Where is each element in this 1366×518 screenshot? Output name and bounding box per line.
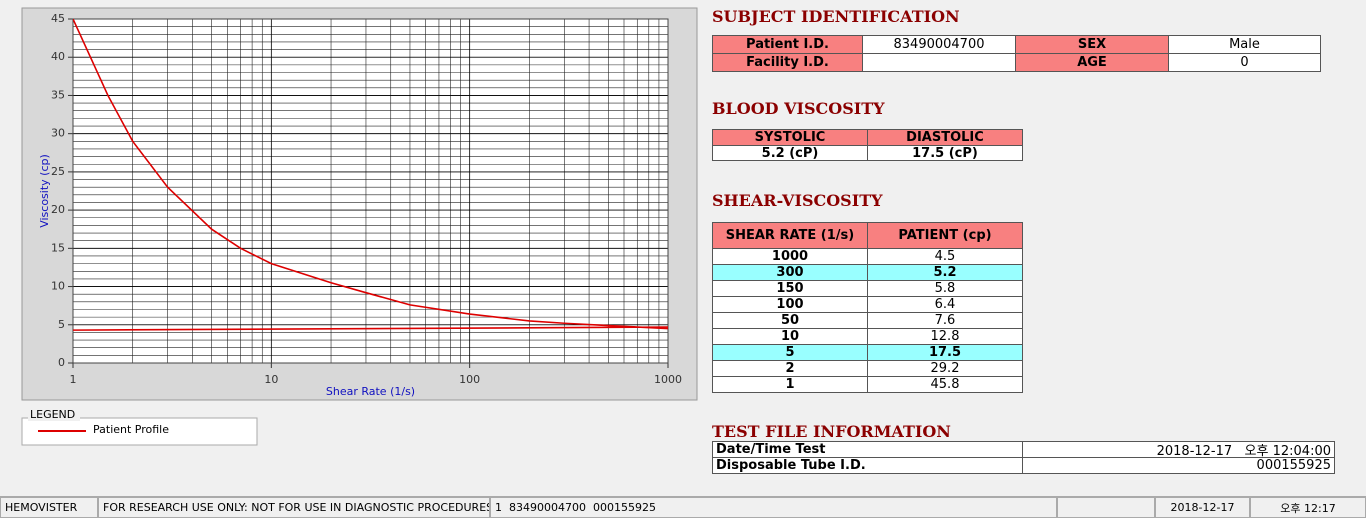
x-tick-label: 1 — [70, 373, 77, 386]
section-title: SHEAR-VISCOSITY — [712, 191, 883, 210]
section-title: BLOOD VISCOSITY — [712, 99, 885, 118]
grid — [72, 18, 669, 364]
status-cell: 2018-12-17 — [1155, 497, 1250, 518]
cell-value: 17.5 — [867, 344, 1023, 361]
cell-value: 12.8 — [867, 328, 1023, 345]
y-tick-label: 15 — [51, 241, 65, 254]
status-cell — [1057, 497, 1155, 518]
field-label: Disposable Tube I.D. — [712, 457, 1023, 474]
cell-value: 1000 — [712, 248, 868, 265]
cell-value: 2 — [712, 360, 868, 377]
field-label: Facility I.D. — [712, 53, 863, 72]
cell-value: 4.5 — [867, 248, 1023, 265]
cell-value: 29.2 — [867, 360, 1023, 377]
field-label: Date/Time Test — [712, 441, 1023, 458]
field-label: Patient I.D. — [712, 35, 863, 54]
cell-value: 5.8 — [867, 280, 1023, 297]
legend-label: Patient Profile — [93, 423, 169, 436]
field-value — [862, 53, 1016, 72]
x-axis-label: Shear Rate (1/s) — [326, 385, 415, 398]
x-tick-label: 10 — [264, 373, 278, 386]
column-header: SYSTOLIC — [712, 129, 868, 146]
legend-title-bg — [28, 409, 80, 421]
x-tick-label: 100 — [459, 373, 480, 386]
y-tick-label: 5 — [58, 318, 65, 331]
y-tick-label: 30 — [51, 127, 65, 140]
status-cell: 1 83490004700 000155925 — [490, 497, 1057, 518]
cell-value: 300 — [712, 264, 868, 281]
field-label: SEX — [1015, 35, 1169, 54]
status-cell: HEMOVISTER — [0, 497, 98, 518]
y-tick-label: 45 — [51, 12, 65, 25]
plot-border — [72, 18, 669, 364]
y-tick-label: 0 — [58, 356, 65, 369]
cell-value: 5.2 (cP) — [712, 145, 868, 161]
field-value: 000155925 — [1022, 457, 1335, 474]
cell-value: 100 — [712, 296, 868, 313]
y-tick-label: 10 — [51, 280, 65, 293]
y-tick-label: 25 — [51, 165, 65, 178]
cell-value: 150 — [712, 280, 868, 297]
section-title: TEST FILE INFORMATION — [712, 422, 951, 441]
status-bar-bg — [0, 496, 1366, 497]
plot-area — [73, 19, 668, 363]
status-cell: 오후 12:17 — [1250, 497, 1366, 518]
cell-value: 5.2 — [867, 264, 1023, 281]
cell-value: 10 — [712, 328, 868, 345]
cell-value: 45.8 — [867, 376, 1023, 393]
y-axis-label: Viscosity (cp) — [38, 154, 51, 228]
field-value: 83490004700 — [862, 35, 1016, 54]
series-line — [73, 326, 668, 331]
field-value: 0 — [1168, 53, 1321, 72]
column-header: SHEAR RATE (1/s) — [712, 222, 868, 249]
y-tick-label: 40 — [51, 50, 65, 63]
section-title: SUBJECT IDENTIFICATION — [712, 7, 960, 26]
column-header: PATIENT (cp) — [867, 222, 1023, 249]
x-tick-label: 1000 — [654, 373, 682, 386]
field-label: AGE — [1015, 53, 1169, 72]
cell-value: 7.6 — [867, 312, 1023, 329]
chart: LEGEND 0 5 10 15 20 25 30 35 40 45 1 10 100 1000 Shear… — [21, 7, 698, 446]
field-value: Male — [1168, 35, 1321, 54]
column-header: DIASTOLIC — [867, 129, 1023, 146]
series-line — [73, 19, 668, 330]
status-cell: FOR RESEARCH USE ONLY: NOT FOR USE IN DI… — [98, 497, 490, 518]
cell-value: 6.4 — [867, 296, 1023, 313]
cell-value: 5 — [712, 344, 868, 361]
y-tick-label: 20 — [51, 203, 65, 216]
legend-title: LEGEND — [30, 408, 75, 421]
cell-value: 50 — [712, 312, 868, 329]
field-value: 2018-12-17 오후 12:04:00 — [1022, 441, 1335, 458]
y-tick-label: 35 — [51, 88, 65, 101]
cell-value: 17.5 (cP) — [867, 145, 1023, 161]
cell-value: 1 — [712, 376, 868, 393]
